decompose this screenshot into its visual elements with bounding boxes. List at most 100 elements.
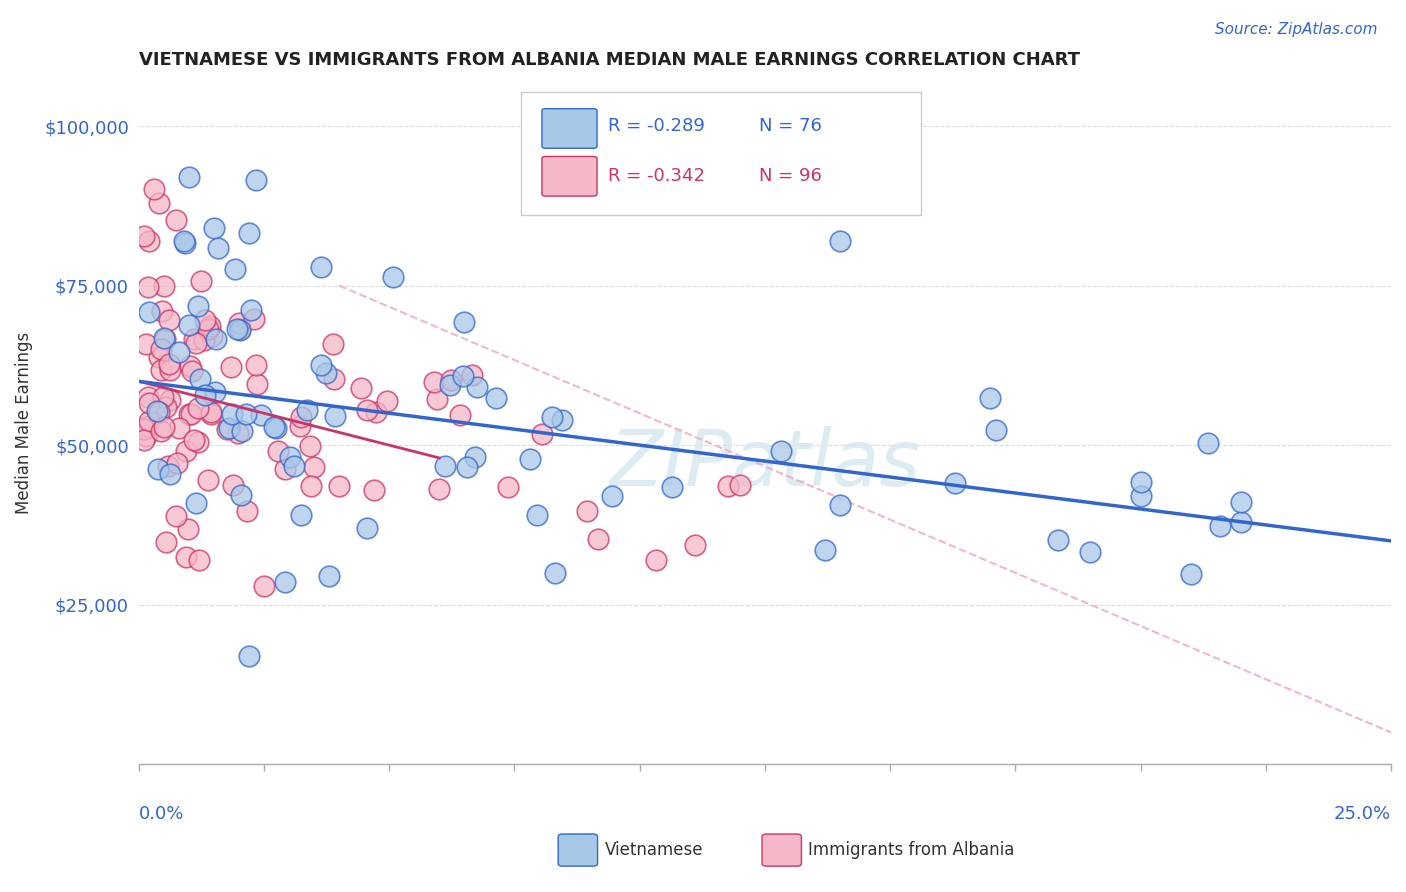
Text: N = 76: N = 76 bbox=[759, 118, 821, 136]
Point bbox=[526, 508, 548, 522]
Point bbox=[224, 262, 246, 277]
Point bbox=[239, 303, 262, 318]
Point bbox=[1129, 475, 1152, 489]
Point bbox=[322, 336, 344, 351]
Text: 0.0%: 0.0% bbox=[139, 805, 184, 823]
Point bbox=[181, 364, 204, 378]
Point bbox=[200, 407, 222, 421]
Point bbox=[551, 413, 574, 427]
Point bbox=[166, 456, 188, 470]
Point bbox=[350, 381, 373, 395]
Point bbox=[205, 332, 228, 346]
Point bbox=[194, 388, 217, 402]
Point bbox=[165, 212, 187, 227]
Point bbox=[231, 424, 253, 438]
Point bbox=[157, 357, 180, 371]
Point bbox=[193, 334, 215, 348]
Point bbox=[586, 532, 609, 546]
Point bbox=[531, 426, 554, 441]
Point bbox=[717, 479, 740, 493]
Point bbox=[575, 504, 598, 518]
Point bbox=[250, 409, 273, 423]
Point bbox=[356, 521, 378, 535]
Point bbox=[267, 444, 290, 458]
Point bbox=[449, 409, 471, 423]
Point bbox=[943, 476, 966, 491]
Point bbox=[266, 420, 288, 434]
Point bbox=[177, 170, 200, 185]
Point bbox=[231, 488, 253, 502]
Point bbox=[464, 450, 486, 464]
Point bbox=[188, 372, 211, 386]
Point bbox=[200, 404, 222, 418]
Point bbox=[177, 522, 200, 536]
Point bbox=[356, 403, 378, 417]
Point bbox=[238, 226, 260, 240]
Point bbox=[169, 421, 191, 435]
Point bbox=[828, 234, 851, 248]
Point bbox=[184, 336, 207, 351]
Text: R = -0.289: R = -0.289 bbox=[609, 118, 706, 136]
Point bbox=[828, 499, 851, 513]
Point bbox=[190, 274, 212, 288]
Point bbox=[302, 460, 325, 475]
Point bbox=[440, 373, 463, 387]
Point bbox=[136, 418, 159, 433]
Point bbox=[221, 407, 243, 421]
Point bbox=[984, 423, 1007, 437]
Point bbox=[179, 359, 201, 373]
Point bbox=[197, 473, 219, 487]
Point bbox=[318, 569, 340, 583]
Point bbox=[218, 421, 240, 435]
Point bbox=[173, 234, 195, 248]
Point bbox=[1129, 489, 1152, 503]
Y-axis label: Median Male Earnings: Median Male Earnings bbox=[15, 332, 32, 514]
Text: Immigrants from Albania: Immigrants from Albania bbox=[808, 841, 1015, 859]
Point bbox=[134, 422, 156, 436]
Point bbox=[148, 195, 170, 210]
Point bbox=[288, 418, 311, 433]
Point bbox=[187, 553, 209, 567]
Point bbox=[132, 433, 155, 447]
Point bbox=[145, 403, 167, 417]
Point bbox=[323, 409, 346, 423]
Point bbox=[242, 311, 264, 326]
Text: ZIPatlas: ZIPatlas bbox=[609, 425, 921, 502]
Point bbox=[246, 376, 269, 391]
Point bbox=[644, 552, 666, 566]
Point bbox=[148, 351, 170, 365]
Point bbox=[186, 496, 208, 510]
Point bbox=[814, 542, 837, 557]
Point bbox=[728, 478, 751, 492]
Point bbox=[221, 478, 243, 492]
Point bbox=[159, 362, 181, 376]
Point bbox=[769, 443, 792, 458]
Point bbox=[152, 331, 174, 345]
Point bbox=[138, 305, 160, 319]
Point bbox=[298, 439, 321, 453]
Point bbox=[176, 443, 198, 458]
Point bbox=[541, 409, 564, 424]
Point bbox=[194, 313, 217, 327]
Point bbox=[183, 434, 205, 448]
Point bbox=[439, 378, 461, 392]
FancyBboxPatch shape bbox=[541, 109, 598, 148]
Point bbox=[155, 535, 177, 549]
Point bbox=[159, 467, 181, 481]
Point bbox=[238, 648, 260, 663]
Point bbox=[207, 241, 229, 255]
Point bbox=[152, 420, 174, 434]
Point bbox=[155, 400, 177, 414]
Text: Source: ZipAtlas.com: Source: ZipAtlas.com bbox=[1215, 22, 1378, 37]
Point bbox=[177, 407, 200, 421]
Point bbox=[363, 483, 385, 497]
Point bbox=[187, 401, 209, 416]
Point bbox=[315, 367, 337, 381]
Point bbox=[157, 459, 180, 474]
Point bbox=[148, 405, 170, 419]
Point bbox=[382, 270, 405, 285]
Point bbox=[366, 405, 388, 419]
Point bbox=[1229, 515, 1251, 529]
Text: N = 96: N = 96 bbox=[759, 167, 821, 185]
Point bbox=[283, 458, 305, 473]
